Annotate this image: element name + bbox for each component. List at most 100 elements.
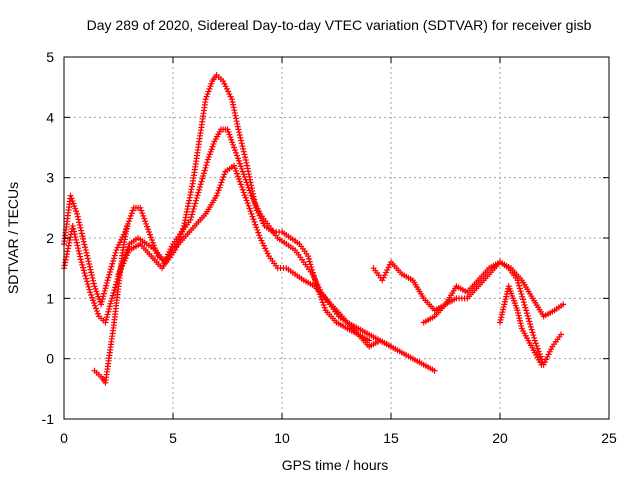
data-point (103, 279, 110, 286)
data-point (242, 154, 249, 161)
data-point (87, 266, 94, 273)
x-tick-label: 20 (492, 430, 508, 446)
y-tick-label: 2 (46, 230, 54, 246)
data-point (125, 243, 132, 250)
y-tick-label: 3 (46, 170, 54, 186)
data-point (109, 292, 116, 299)
data-point (193, 194, 200, 201)
data-point (83, 275, 90, 282)
data-point (245, 184, 252, 191)
data-point (80, 264, 87, 271)
data-point (246, 187, 253, 194)
data-point (524, 312, 531, 319)
data-point (106, 303, 113, 310)
x-tick-label: 25 (601, 430, 617, 446)
data-point (104, 277, 111, 284)
data-point (86, 286, 93, 293)
data-point (514, 277, 521, 284)
data-point (99, 296, 106, 303)
data-point (239, 186, 246, 193)
data-point (236, 131, 243, 138)
y-tick-label: 4 (46, 109, 54, 125)
data-point (78, 259, 85, 266)
series-track-3 (115, 162, 438, 374)
data-point (201, 167, 208, 174)
data-point (232, 167, 239, 174)
data-point (91, 300, 98, 307)
data-point (203, 162, 210, 169)
data-point (431, 367, 438, 374)
data-point (198, 178, 205, 185)
data-point (190, 205, 197, 212)
data-point (148, 237, 155, 244)
data-point (239, 143, 246, 150)
data-point (204, 159, 211, 166)
data-point (87, 289, 94, 296)
data-point (560, 301, 567, 308)
data-point (81, 241, 88, 248)
data-point (518, 290, 525, 297)
data-point (92, 302, 99, 309)
data-point (216, 184, 223, 191)
data-point (78, 227, 85, 234)
data-point (76, 250, 83, 257)
data-point (189, 208, 196, 215)
data-point (110, 289, 117, 296)
data-point (85, 283, 92, 290)
data-point (89, 294, 96, 301)
x-axis-label: GPS time / hours (282, 457, 389, 473)
data-point (80, 267, 87, 274)
y-axis-label: SDTVAR / TECUs (5, 182, 21, 294)
data-point (79, 261, 86, 268)
data-point (149, 239, 156, 246)
data-point (558, 331, 565, 338)
data-point (90, 277, 97, 284)
data-point (219, 176, 226, 183)
data-point (88, 269, 95, 276)
data-point (516, 285, 523, 292)
data-point (80, 235, 87, 242)
data-point (83, 278, 90, 285)
data-point (144, 223, 151, 230)
data-point (521, 301, 528, 308)
data-point (84, 281, 91, 288)
data-point (86, 263, 93, 270)
data-point (520, 299, 527, 306)
data-point (137, 204, 144, 211)
data-point (147, 234, 154, 241)
data-point (108, 263, 115, 270)
x-tick-label: 5 (169, 430, 177, 446)
y-tick-label: 0 (46, 351, 54, 367)
data-point (80, 238, 87, 245)
data-point (240, 171, 247, 178)
data-point (72, 234, 79, 241)
data-point (199, 175, 206, 182)
data-point (232, 165, 239, 172)
data-point (231, 144, 238, 151)
data-point (86, 260, 93, 267)
data-point (305, 255, 312, 262)
data-point (145, 226, 152, 233)
grid (64, 57, 609, 419)
data-point (519, 293, 526, 300)
data-point (533, 342, 540, 349)
data-point (235, 157, 242, 164)
data-point (92, 305, 99, 312)
series-track-7 (497, 283, 545, 368)
data-point (93, 308, 100, 315)
data-point (255, 229, 262, 236)
data-point (214, 190, 221, 197)
data-point (125, 249, 132, 256)
data-point (244, 200, 251, 207)
data-point (523, 310, 530, 317)
data-point (108, 295, 115, 302)
data-point (126, 215, 133, 222)
data-point (82, 247, 89, 254)
data-point (319, 299, 326, 306)
data-point (245, 202, 252, 209)
data-point (252, 221, 259, 228)
data-point (244, 182, 251, 189)
data-point (88, 291, 95, 298)
data-point (106, 271, 113, 278)
